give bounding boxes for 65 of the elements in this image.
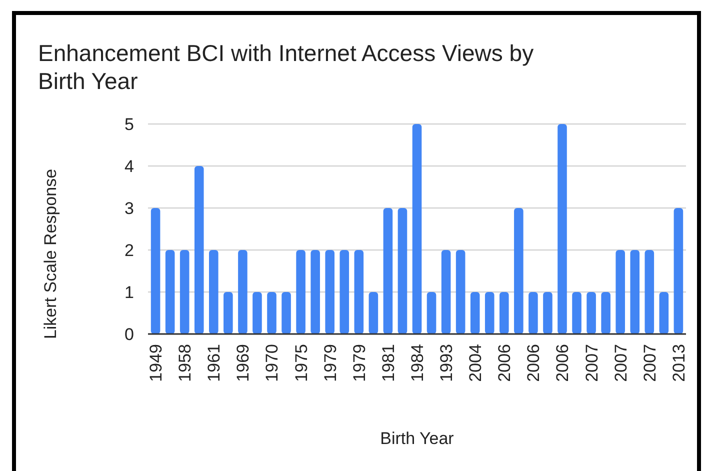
bar	[296, 250, 306, 334]
bar	[558, 124, 567, 334]
x-tick-label: 2013	[669, 344, 688, 382]
bar	[630, 250, 640, 334]
bar	[456, 250, 466, 334]
bar	[426, 292, 436, 334]
bar	[601, 292, 610, 334]
bar	[224, 292, 233, 334]
bar	[383, 208, 393, 334]
x-tick-label: 1970	[262, 344, 282, 382]
bar	[412, 124, 422, 334]
x-tick-label: 1979	[350, 344, 369, 382]
x-tick-label: 2007	[611, 344, 630, 382]
bar	[398, 208, 408, 334]
bar	[252, 292, 262, 334]
bar	[238, 250, 248, 334]
y-tick-label: 0	[124, 324, 134, 344]
bar	[325, 250, 334, 334]
bar	[543, 292, 552, 334]
y-tick-label: 3	[124, 198, 134, 218]
y-tick-label: 1	[124, 282, 134, 302]
y-tick-label: 5	[124, 114, 134, 134]
bar	[354, 250, 364, 334]
chart-title: Enhancement BCI with Internet Access Views by Birth Year	[38, 40, 534, 94]
x-tick-label: 1984	[408, 344, 427, 382]
x-tick-label: 2006	[553, 344, 572, 382]
x-tick-label: 2006	[495, 344, 514, 382]
bar	[528, 292, 538, 334]
bar	[470, 292, 480, 334]
x-tick-label: 2004	[466, 344, 486, 382]
x-axis-title: Birth Year	[380, 429, 454, 448]
x-tick-label: 1949	[146, 344, 166, 382]
bar	[659, 292, 669, 334]
x-tick-label: 1958	[176, 344, 195, 382]
bar	[674, 208, 684, 334]
x-tick-label: 2007	[640, 344, 660, 382]
y-tick-label: 4	[124, 156, 134, 176]
bar	[310, 250, 320, 334]
bar	[267, 292, 276, 334]
bar	[500, 292, 509, 334]
bar	[514, 208, 524, 334]
x-tick-label: 1993	[437, 344, 456, 382]
bar	[616, 250, 625, 334]
bar	[484, 292, 494, 334]
x-tick-label: 2006	[524, 344, 544, 382]
bar	[165, 250, 175, 334]
bar	[209, 250, 218, 334]
bar	[282, 292, 291, 334]
bar	[644, 250, 654, 334]
bar	[150, 208, 160, 334]
bar	[441, 250, 451, 334]
x-tick-label: 1961	[204, 344, 224, 382]
bar	[586, 292, 596, 334]
bar	[340, 250, 350, 334]
x-tick-label: 2007	[582, 344, 602, 382]
bar	[368, 292, 378, 334]
y-axis-title: Likert Scale Response	[41, 168, 60, 340]
bar	[194, 166, 204, 334]
x-tick-label: 1979	[320, 344, 340, 382]
bar	[180, 250, 190, 334]
bar	[572, 292, 582, 334]
x-tick-label: 1975	[292, 344, 311, 382]
x-tick-label: 1981	[378, 344, 398, 382]
x-tick-label: 1969	[234, 344, 253, 382]
y-tick-label: 2	[124, 240, 134, 260]
